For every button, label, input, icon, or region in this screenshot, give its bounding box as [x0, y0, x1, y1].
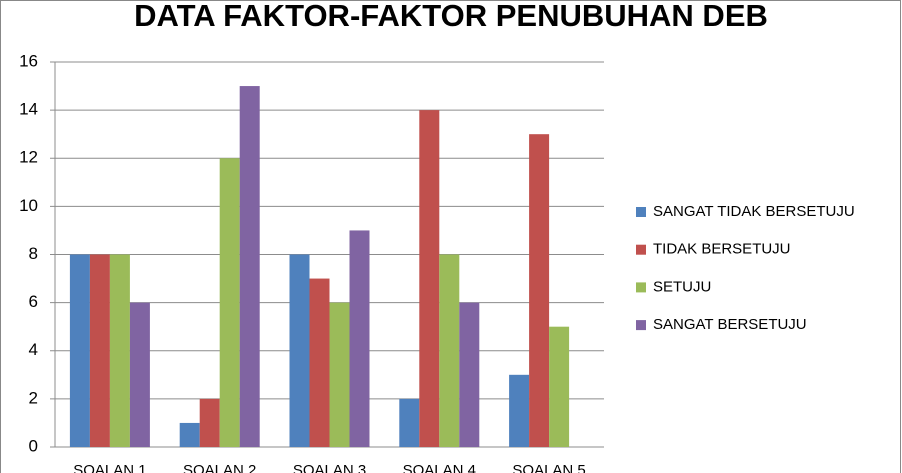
y-tick-label: 2: [29, 388, 38, 407]
bar: [129, 302, 150, 447]
chart-title: DATA FAKTOR-FAKTOR PENUBUHAN DEB: [134, 0, 768, 33]
y-tick-label: 12: [19, 148, 38, 167]
bar: [529, 134, 550, 447]
y-tick-label: 10: [19, 196, 38, 215]
y-tick-label: 6: [29, 292, 38, 311]
x-tick-label: SOALAN 3: [293, 462, 366, 473]
bar: [439, 254, 460, 447]
legend-swatch: [636, 282, 646, 293]
x-tick-label: SOALAN 4: [403, 462, 476, 473]
x-tick-label: SOALAN 5: [512, 462, 585, 473]
x-tick-label: SOALAN 2: [183, 462, 256, 473]
bar: [549, 326, 570, 447]
bar: [289, 254, 310, 447]
legend-swatch: [636, 244, 646, 255]
legend-label: TIDAK BERSETUJU: [653, 241, 791, 258]
legend-label: SANGAT BERSETUJU: [653, 316, 807, 333]
y-tick-label: 0: [29, 436, 38, 455]
y-tick-label: 8: [29, 244, 38, 263]
bar: [89, 254, 110, 447]
bar: [419, 110, 440, 447]
bar: [349, 230, 370, 447]
y-tick-label: 4: [29, 340, 38, 359]
bar: [239, 86, 260, 447]
y-tick-label: 16: [19, 51, 38, 70]
bar: [459, 302, 480, 447]
legend-swatch: [636, 207, 646, 217]
bar: [309, 278, 330, 447]
legend-swatch: [636, 320, 646, 331]
bar: [329, 302, 350, 447]
y-tick-label: 14: [19, 100, 38, 119]
bar: [199, 398, 220, 447]
bar: [109, 254, 130, 447]
bar: [69, 254, 90, 447]
bar: [509, 374, 530, 447]
legend-label: SANGAT TIDAK BERSETUJU: [653, 203, 855, 220]
bar: [179, 422, 200, 447]
legend-label: SETUJU: [653, 278, 711, 295]
bar: [219, 158, 240, 447]
x-tick-label: SOALAN 1: [73, 462, 146, 473]
bar: [399, 398, 420, 447]
